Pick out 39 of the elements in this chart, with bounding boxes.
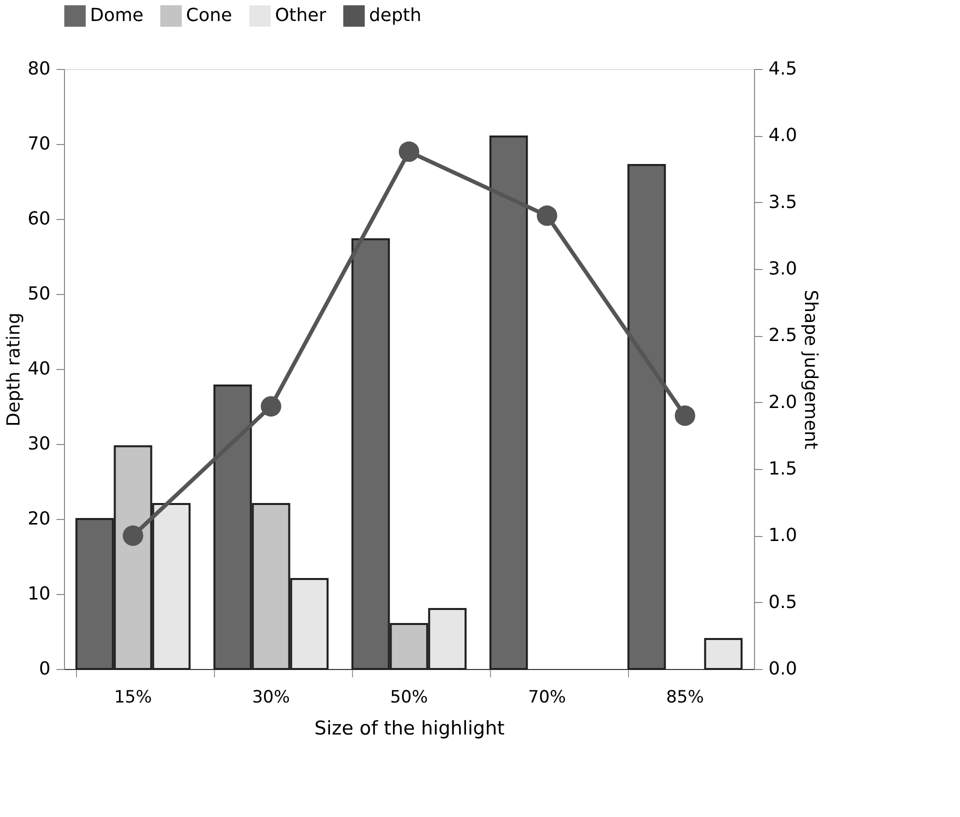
y-tick-label: 10 xyxy=(28,584,50,604)
y2-tick-label: 1.0 xyxy=(768,525,798,546)
point xyxy=(122,525,144,546)
point xyxy=(674,405,696,426)
bar xyxy=(627,164,666,670)
legend-label: depth xyxy=(369,5,422,26)
point xyxy=(260,396,282,417)
y2-tick-label: 4.0 xyxy=(768,125,798,146)
y-tick-label: 40 xyxy=(28,358,50,380)
x-tick-label: 15% xyxy=(114,688,152,708)
y2-tick-label: 2.5 xyxy=(768,325,798,346)
y2-tick-label: 3.5 xyxy=(768,192,798,213)
bar xyxy=(704,638,743,670)
y-tick-label: 80 xyxy=(28,58,50,80)
legend-label: Other xyxy=(275,5,327,26)
x-tick-label: 70% xyxy=(528,688,566,708)
bar xyxy=(489,136,528,670)
x-tick-label: 50% xyxy=(390,688,428,708)
y2-tick-label: 2.0 xyxy=(768,392,798,413)
y-tick-label: 70 xyxy=(28,134,50,154)
legend-label: Dome xyxy=(90,5,144,26)
y2-tick-label: 1.5 xyxy=(768,458,798,480)
x-tick-label: 85% xyxy=(666,688,704,708)
point xyxy=(398,141,420,162)
x-tick-label: 30% xyxy=(252,688,290,708)
y-tick-label: 30 xyxy=(28,434,50,454)
y-axis-title: Depth rating xyxy=(4,312,25,426)
point xyxy=(536,205,558,226)
y-tick-label: 60 xyxy=(28,208,50,230)
y2-tick-label: 0.0 xyxy=(768,658,798,680)
y2-tick-label: 4.5 xyxy=(768,58,798,80)
legend-label: Cone xyxy=(186,5,232,26)
y-tick-label: 50 xyxy=(28,284,50,304)
y2-tick-label: 3.0 xyxy=(768,258,798,280)
y-tick-label: 20 xyxy=(28,508,50,530)
y-tick-label: 0 xyxy=(39,658,50,680)
y2-tick-label: 0.5 xyxy=(768,592,798,613)
x-axis-title: Size of the highlight xyxy=(314,718,505,740)
y2-axis-title: Shape judgement xyxy=(800,290,822,450)
